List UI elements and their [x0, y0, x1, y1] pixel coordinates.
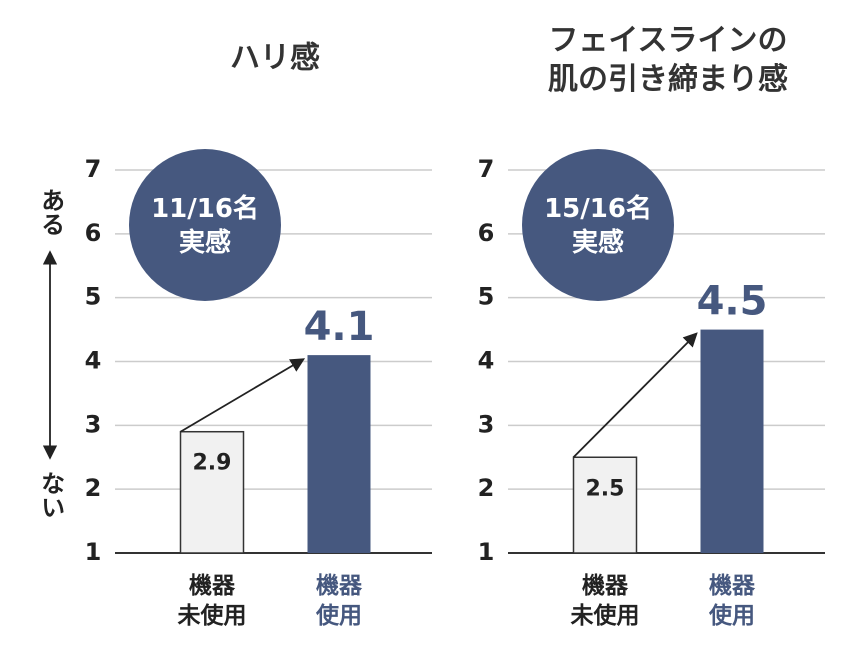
badge-text: 11/16名 実感: [151, 194, 259, 258]
trend-arrow: [572, 332, 698, 458]
y-tick-label: 7: [85, 155, 102, 183]
bar: [700, 329, 764, 553]
y-tick-label: 6: [478, 219, 495, 247]
value-label: 4.1: [304, 304, 375, 350]
y-axis-label-bottom: ない: [36, 471, 65, 519]
y-tick-label: 4: [478, 347, 495, 375]
bar: [179, 430, 245, 554]
badge: [129, 149, 281, 301]
bar: [307, 355, 371, 553]
y-tick-label: 3: [85, 410, 102, 438]
y-tick-label: 1: [478, 538, 495, 566]
y-tick-label: 7: [478, 155, 495, 183]
chart-title: フェイスラインの 肌の引き締まり感: [548, 23, 788, 97]
badge-text: 15/16名 実感: [544, 194, 652, 258]
bar: [572, 456, 638, 554]
value-label: 2.9: [193, 451, 232, 476]
y-tick-label: 5: [85, 283, 102, 311]
x-tick-label: 機器 未使用: [177, 573, 247, 629]
y-tick-label: 1: [85, 538, 102, 566]
chart-title: ハリ感: [230, 40, 320, 76]
value-label: 2.5: [586, 476, 625, 501]
y-axis-label-top: ある: [36, 188, 65, 236]
x-tick-label: 機器 未使用: [570, 573, 640, 629]
trend-arrow: [180, 358, 306, 433]
y-tick-label: 5: [478, 283, 495, 311]
y-tick-label: 4: [85, 347, 102, 375]
value-label: 4.5: [697, 279, 768, 325]
x-tick-label: 機器 使用: [316, 573, 362, 629]
x-tick-label: 機器 使用: [709, 573, 755, 629]
y-tick-label: 6: [85, 219, 102, 247]
y-tick-label: 2: [85, 474, 102, 502]
y-tick-label: 3: [478, 410, 495, 438]
y-tick-label: 2: [478, 474, 495, 502]
badge: [522, 149, 674, 301]
